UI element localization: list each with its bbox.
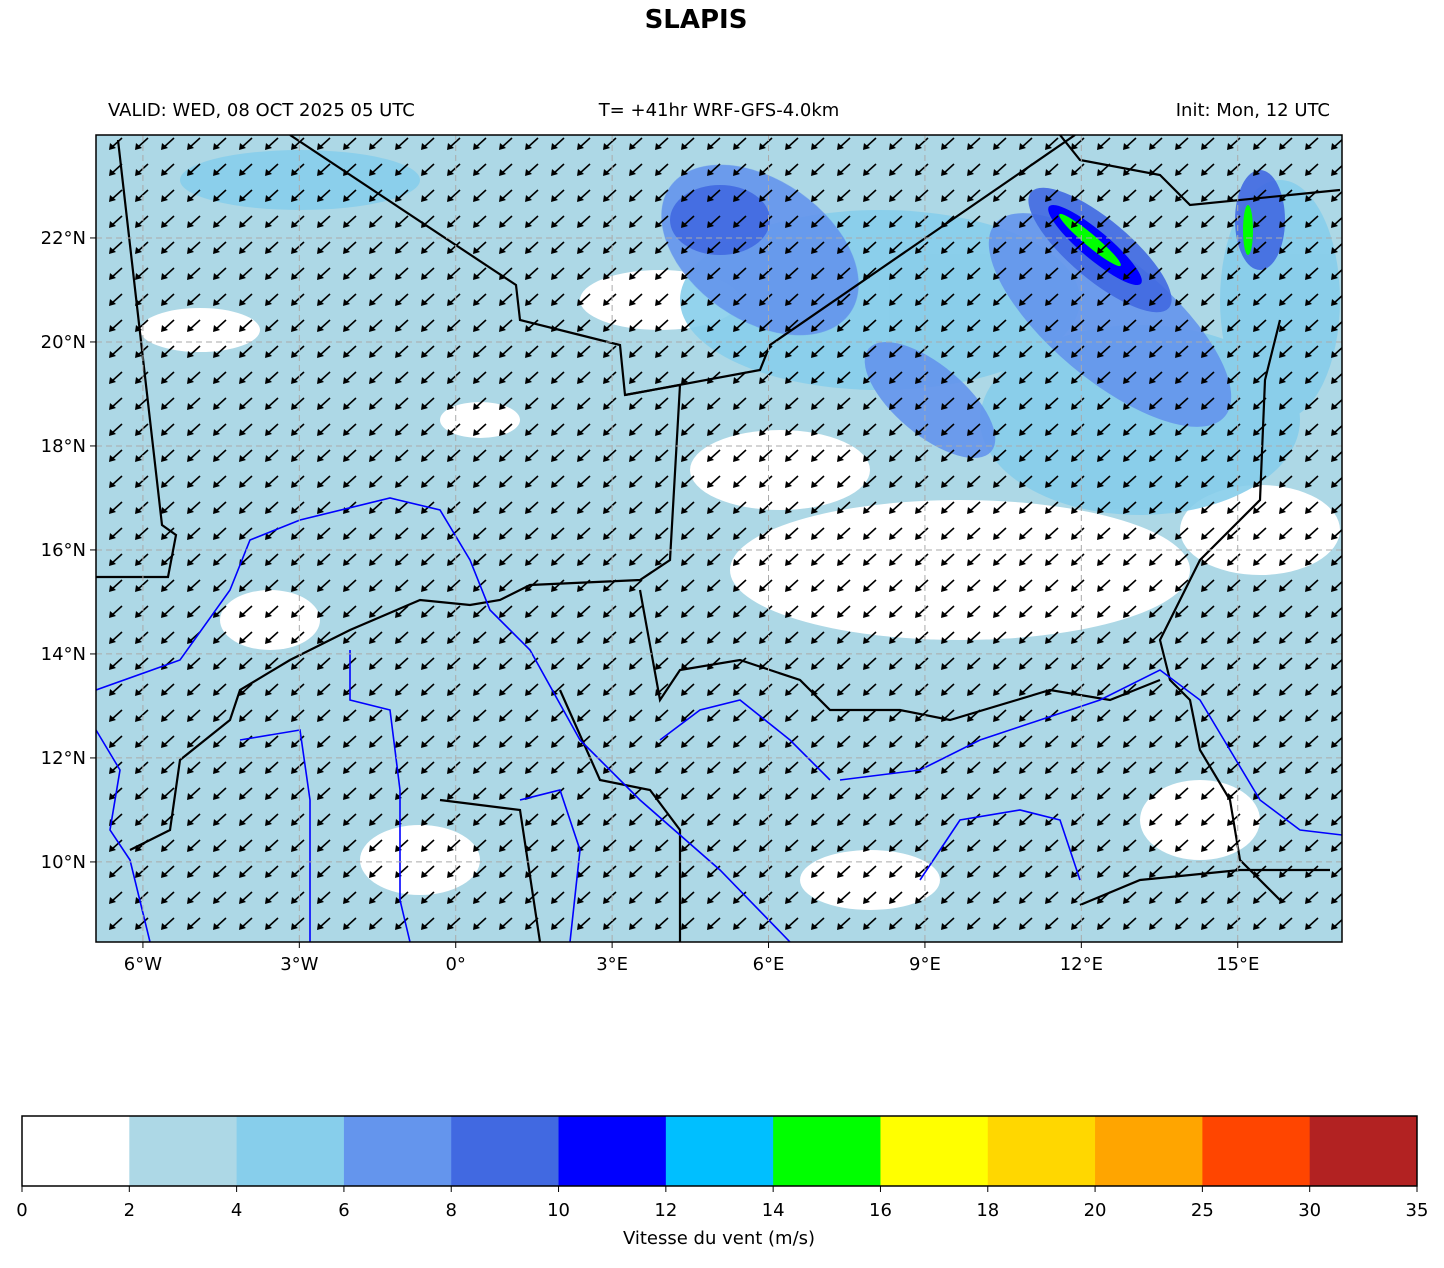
y-tick-label: 12°N [41, 748, 86, 769]
colorbar-frame [21, 1115, 1418, 1187]
colorbar-tick-label: 30 [1298, 1200, 1321, 1221]
colorbar-segment [665, 1116, 774, 1186]
colorbar-segment [558, 1116, 667, 1186]
colorbar-segment [1202, 1116, 1311, 1186]
colorbar-segment [343, 1116, 452, 1186]
map-frame [95, 134, 1343, 943]
x-tick-label: 6°W [124, 954, 162, 975]
x-tick-label: 0° [445, 954, 465, 975]
colorbar-segment [1309, 1116, 1418, 1186]
colorbar-tick-label: 6 [338, 1200, 349, 1221]
colorbar-tick-label: 16 [869, 1200, 892, 1221]
colorbar-segment [987, 1116, 1096, 1186]
colorbar-segment [773, 1116, 881, 1186]
colorbar-tick-label: 8 [446, 1200, 457, 1221]
colorbar-tick-label: 10 [547, 1200, 570, 1221]
init-time: Init: Mon, 12 UTC [1176, 100, 1330, 121]
x-tick-label: 6°E [753, 954, 785, 975]
map-field [96, 135, 1342, 942]
x-tick-label: 3°E [596, 954, 628, 975]
colorbar-segment [451, 1116, 560, 1186]
y-tick-label: 16°N [41, 540, 86, 561]
x-tick-label: 3°W [280, 954, 318, 975]
colorbar-tick-label: 20 [1084, 1200, 1107, 1221]
colorbar-segment [1095, 1116, 1203, 1186]
colorbar-tick-label: 4 [231, 1200, 242, 1221]
colorbar-segment [22, 1116, 130, 1186]
colorbar-segment [236, 1116, 345, 1186]
colorbar-tick-label: 0 [16, 1200, 27, 1221]
x-tick-label: 15°E [1216, 954, 1259, 975]
x-tick-label: 9°E [909, 954, 941, 975]
colorbar-tick-label: 35 [1406, 1200, 1429, 1221]
colorbar-tick-label: 14 [762, 1200, 785, 1221]
model-info: T= +41hr WRF-GFS-4.0km [598, 100, 840, 121]
y-tick-label: 14°N [41, 644, 86, 665]
x-tick-label: 12°E [1060, 954, 1103, 975]
colorbar-label: Vitesse du vent (m/s) [623, 1228, 815, 1249]
colorbar-tick-label: 12 [654, 1200, 677, 1221]
colorbar-segment [129, 1116, 238, 1186]
y-tick-label: 18°N [41, 436, 86, 457]
y-tick-label: 22°N [41, 228, 86, 249]
colorbar-tick-label: 18 [976, 1200, 999, 1221]
colorbar-tick-label: 25 [1191, 1200, 1214, 1221]
y-tick-label: 20°N [41, 332, 86, 353]
valid-time: VALID: WED, 08 OCT 2025 05 UTC [108, 100, 415, 121]
colorbar: 0 2 4 6 8 10 12 14 16 18 20 25 30 35 [16, 1115, 1429, 1221]
colorbar-segment [880, 1116, 989, 1186]
y-tick-label: 10°N [41, 852, 86, 873]
graticule [96, 135, 1342, 942]
title: SLAPIS [645, 5, 748, 35]
colorbar-tick-label: 2 [124, 1200, 135, 1221]
